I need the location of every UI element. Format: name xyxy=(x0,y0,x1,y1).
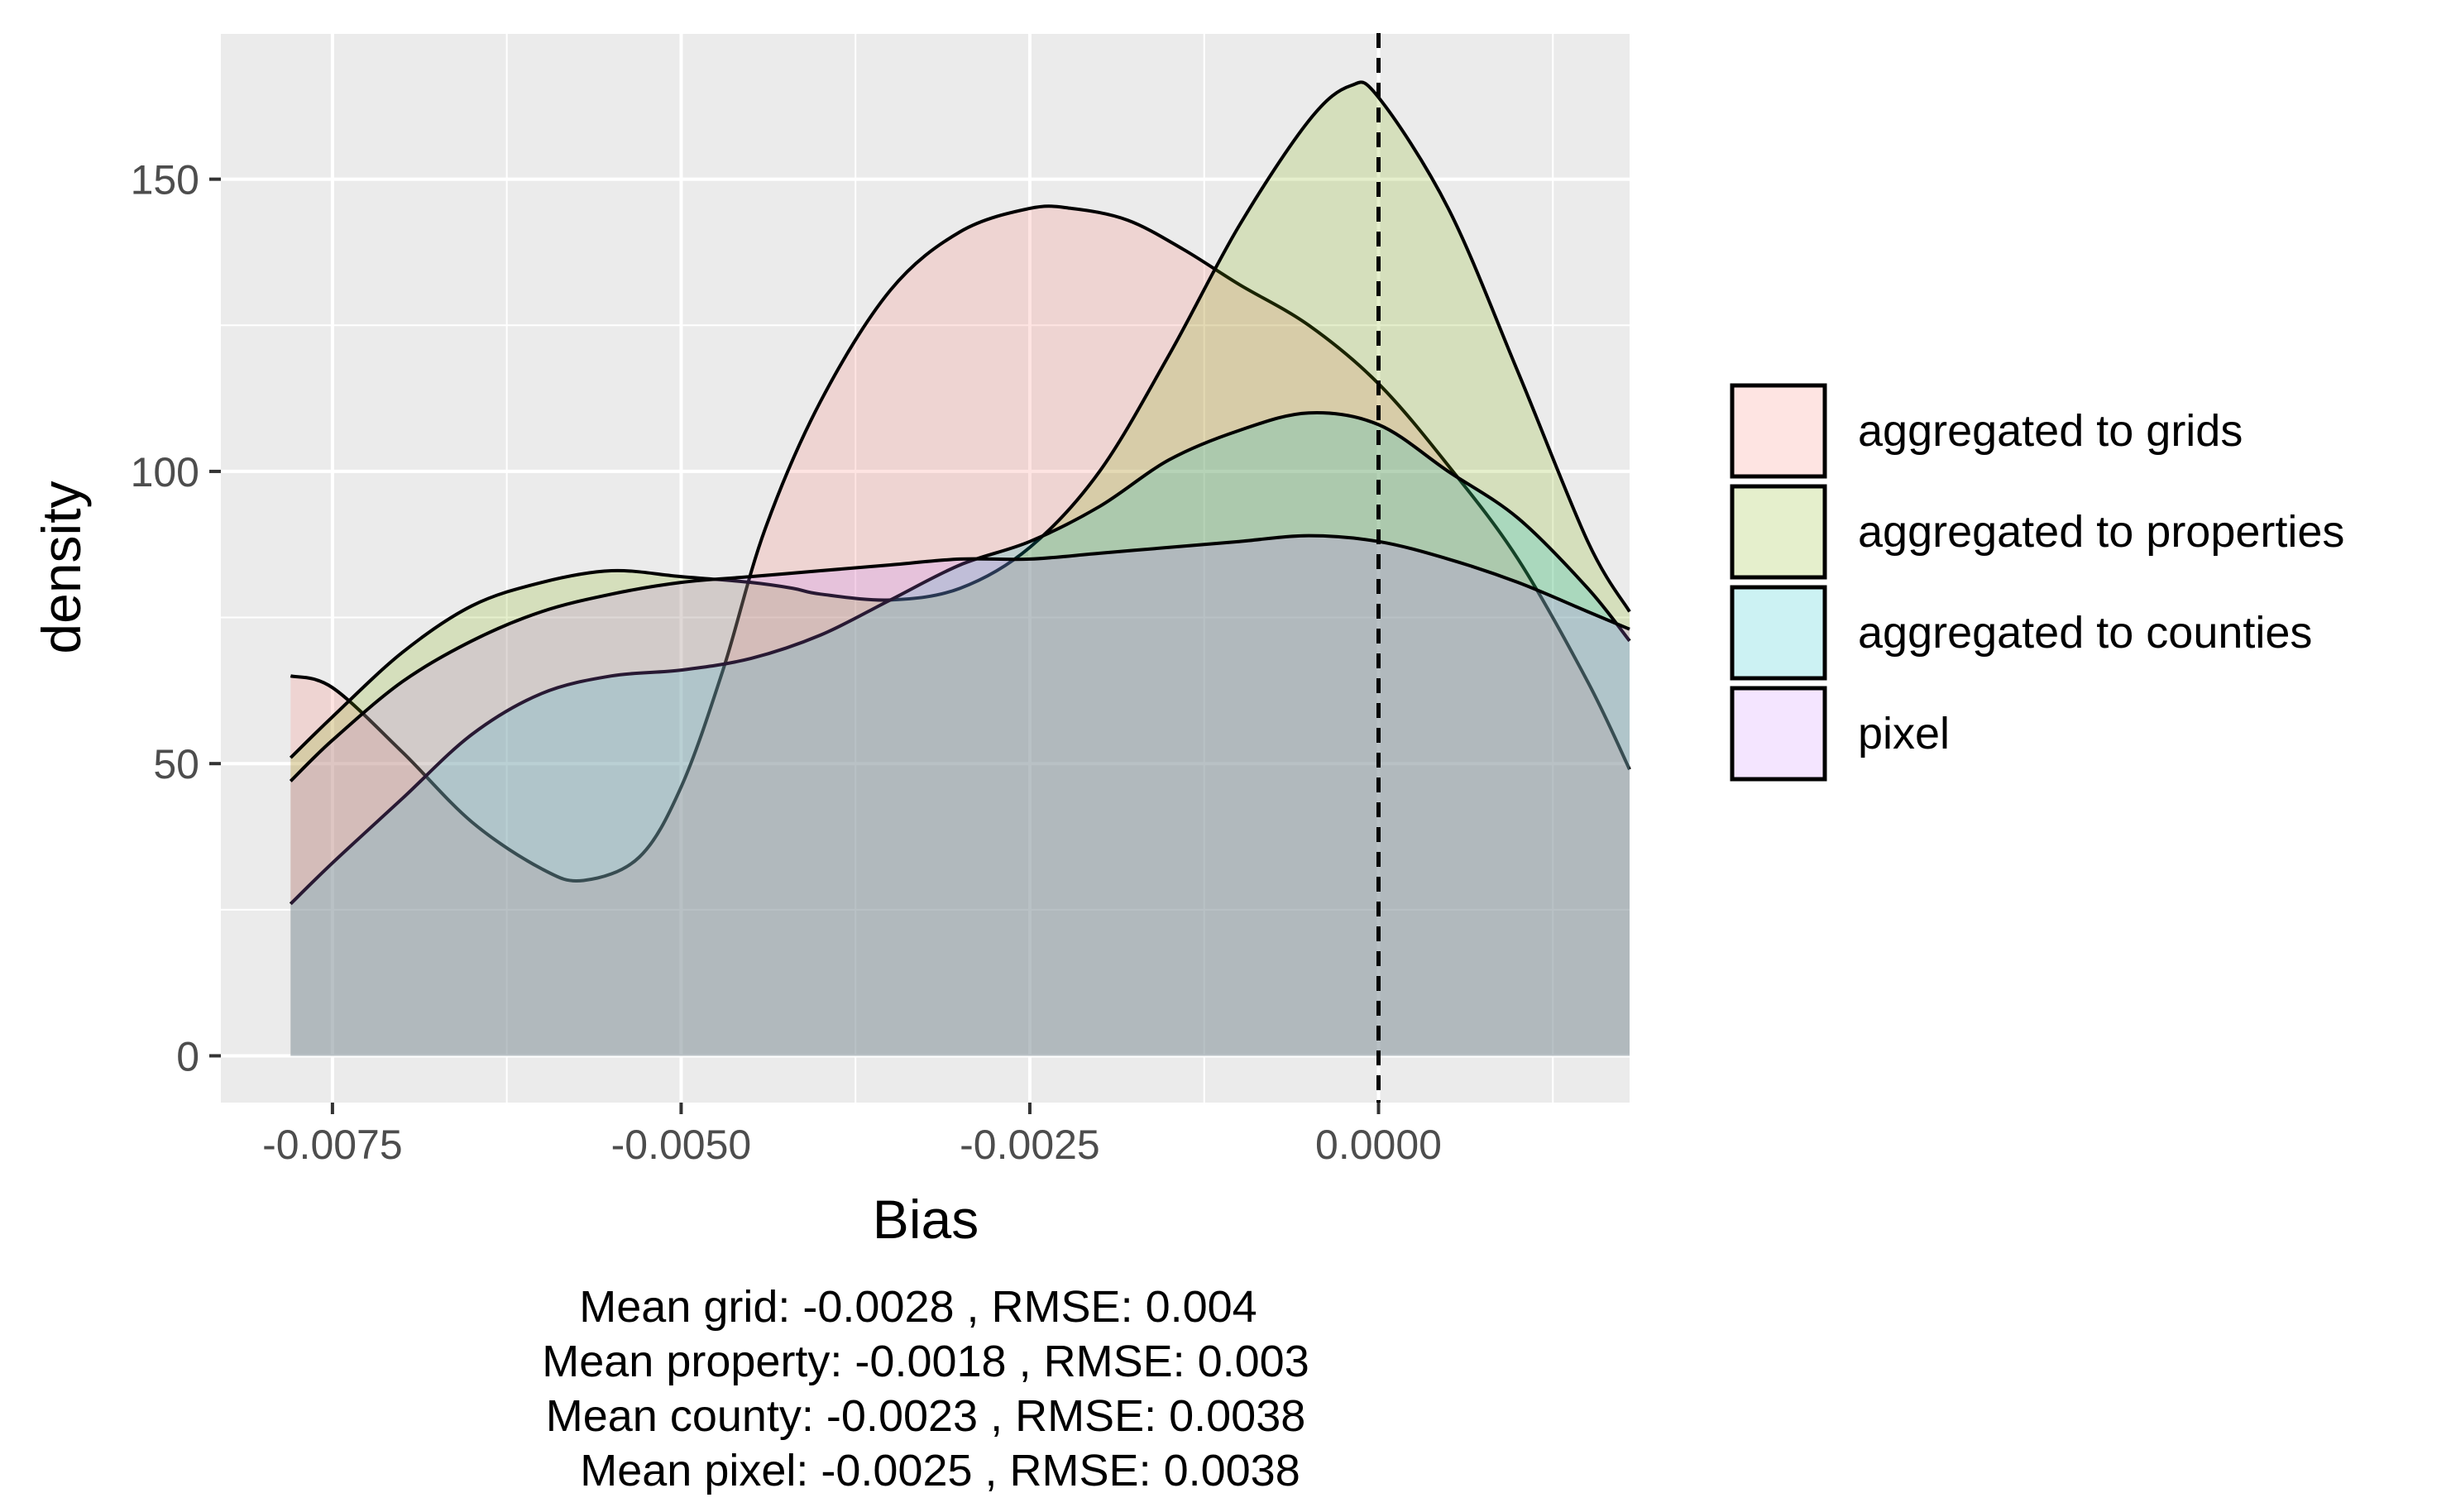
density-curve-2 xyxy=(289,411,1631,906)
legend-key-swatch xyxy=(1730,383,1827,479)
legend-label: pixel xyxy=(1858,709,1950,758)
legend-label: aggregated to properties xyxy=(1858,507,2344,557)
density-area-3 xyxy=(290,535,1630,1056)
x-tick-label: 0.0000 xyxy=(1315,1122,1442,1168)
y-tick-label: 50 xyxy=(153,741,199,787)
caption-line-county: Mean county: -0.0023 , RMSE: 0.0038 xyxy=(546,1391,1306,1441)
x-tick-label: -0.0050 xyxy=(611,1122,752,1168)
density-curve-1 xyxy=(289,80,1631,759)
y-tick-label: 100 xyxy=(131,449,199,495)
caption-line-grid: Mean grid: -0.0028 , RMSE: 0.004 xyxy=(579,1282,1257,1332)
density-area-0 xyxy=(290,206,1630,1056)
gridlines xyxy=(221,32,1630,1103)
y-tick-label: 150 xyxy=(131,157,199,203)
legend-key-swatch xyxy=(1730,484,1827,580)
density-area-2 xyxy=(290,413,1630,1056)
density-curve-3 xyxy=(289,534,1630,782)
caption-line-property: Mean property: -0.0018 , RMSE: 0.003 xyxy=(542,1337,1309,1386)
y-axis-title: density xyxy=(31,481,92,653)
legend-key-bg xyxy=(1732,486,1825,577)
density-curve-0 xyxy=(290,204,1631,883)
caption-line-pixel: Mean pixel: -0.0025 , RMSE: 0.0038 xyxy=(567,1446,1300,1495)
legend-key-bg xyxy=(1732,385,1825,476)
y-tick-label: 0 xyxy=(176,1033,199,1079)
plot-panel xyxy=(221,33,1630,1103)
legend-key-bg xyxy=(1732,688,1825,779)
axes: -0.0075 -0.0050 -0.0025 0.0000 0 50 100 150 xyxy=(131,157,1442,1168)
legend-label: aggregated to grids xyxy=(1858,406,2243,456)
legend-key-bg xyxy=(1732,587,1825,678)
x-tick-label: -0.0075 xyxy=(262,1122,403,1168)
x-tick-label: -0.0025 xyxy=(960,1122,1100,1168)
legend-key-swatch xyxy=(1730,585,1827,681)
legend-label: aggregated to counties xyxy=(1858,608,2312,658)
density-area-1 xyxy=(290,82,1630,1056)
density-areas xyxy=(289,80,1631,1056)
legend: aggregated to grids aggregated to propert… xyxy=(1730,383,2344,782)
x-axis-title: Bias xyxy=(873,1189,979,1250)
caption: Mean grid: -0.0028 , RMSE: 0.004 Mean pr… xyxy=(542,1282,1309,1495)
legend-key-swatch xyxy=(1730,686,1827,782)
